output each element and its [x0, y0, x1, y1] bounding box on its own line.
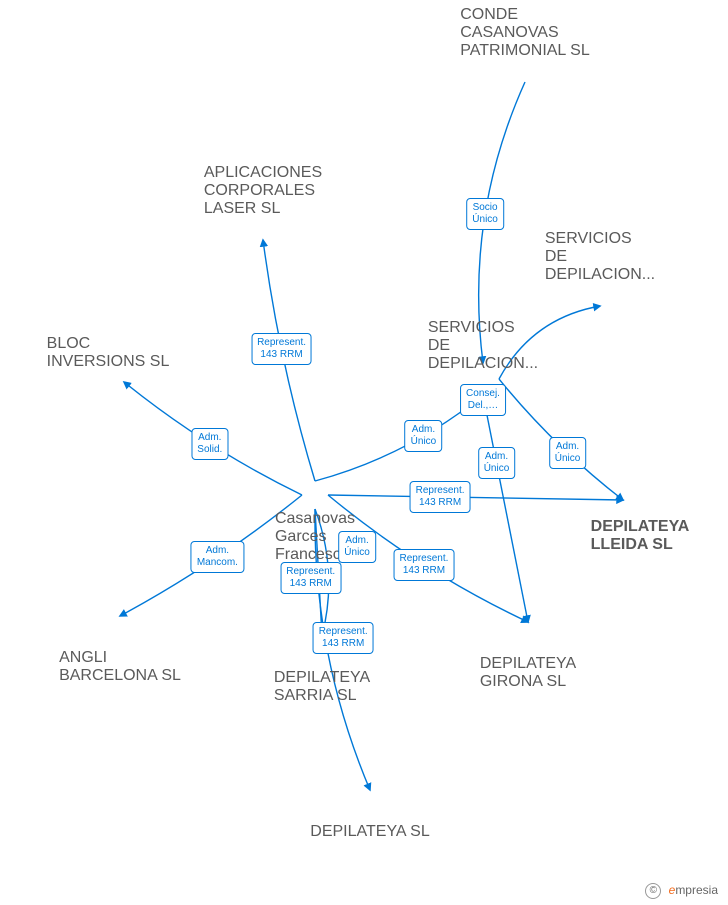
- node-label-servDep: SERVICIOSDEDEPILACION...: [428, 319, 538, 373]
- edge-label: Consej.Del.,…: [460, 384, 506, 416]
- edges-layer: [0, 0, 728, 905]
- edge-label: Adm.Único: [549, 437, 587, 469]
- brand-name: empresia: [669, 883, 718, 897]
- edge-label: Represent.143 RRM: [394, 549, 455, 581]
- node-label-conde: CONDECASANOVASPATRIMONIAL SL: [460, 6, 590, 60]
- edge-label: Adm.Solid.: [191, 428, 228, 460]
- edge-label: Adm.Único: [478, 447, 516, 479]
- network-diagram: CONDECASANOVASPATRIMONIAL SL APLICACIONES…: [0, 0, 728, 905]
- edge-label: Represent.143 RRM: [313, 622, 374, 654]
- node-label-aplic: APLICACIONESCORPORALESLASER SL: [204, 164, 322, 218]
- edge-label: Represent.143 RRM: [280, 562, 341, 594]
- node-label-depLleida: DEPILATEYALLEIDA SL: [591, 518, 690, 554]
- edge-label: Represent.143 RRM: [251, 333, 312, 365]
- edge-label: Adm.Único: [338, 531, 376, 563]
- node-label-depSarria: DEPILATEYASARRIA SL: [274, 669, 370, 705]
- edge-label: Adm.Único: [405, 420, 443, 452]
- node-label-depSL: DEPILATEYA SL: [310, 823, 429, 841]
- edge-label: Represent.143 RRM: [410, 481, 471, 513]
- node-label-depGirona: DEPILATEYAGIRONA SL: [480, 655, 576, 691]
- node-label-servDep2: SERVICIOSDEDEPILACION...: [545, 230, 655, 284]
- copyright-symbol: ©: [645, 883, 661, 899]
- edge: [483, 395, 528, 622]
- brand-rest: mpresia: [675, 883, 718, 897]
- node-label-bloc: BLOCINVERSIONS SL: [47, 335, 170, 371]
- edge-label: SocioÚnico: [466, 198, 504, 230]
- edge-label: Adm.Mancom.: [191, 541, 244, 573]
- footer-credit: © empresia: [645, 883, 718, 899]
- edge: [328, 495, 623, 500]
- edge: [315, 395, 483, 481]
- node-label-angli: ANGLIBARCELONA SL: [59, 649, 181, 685]
